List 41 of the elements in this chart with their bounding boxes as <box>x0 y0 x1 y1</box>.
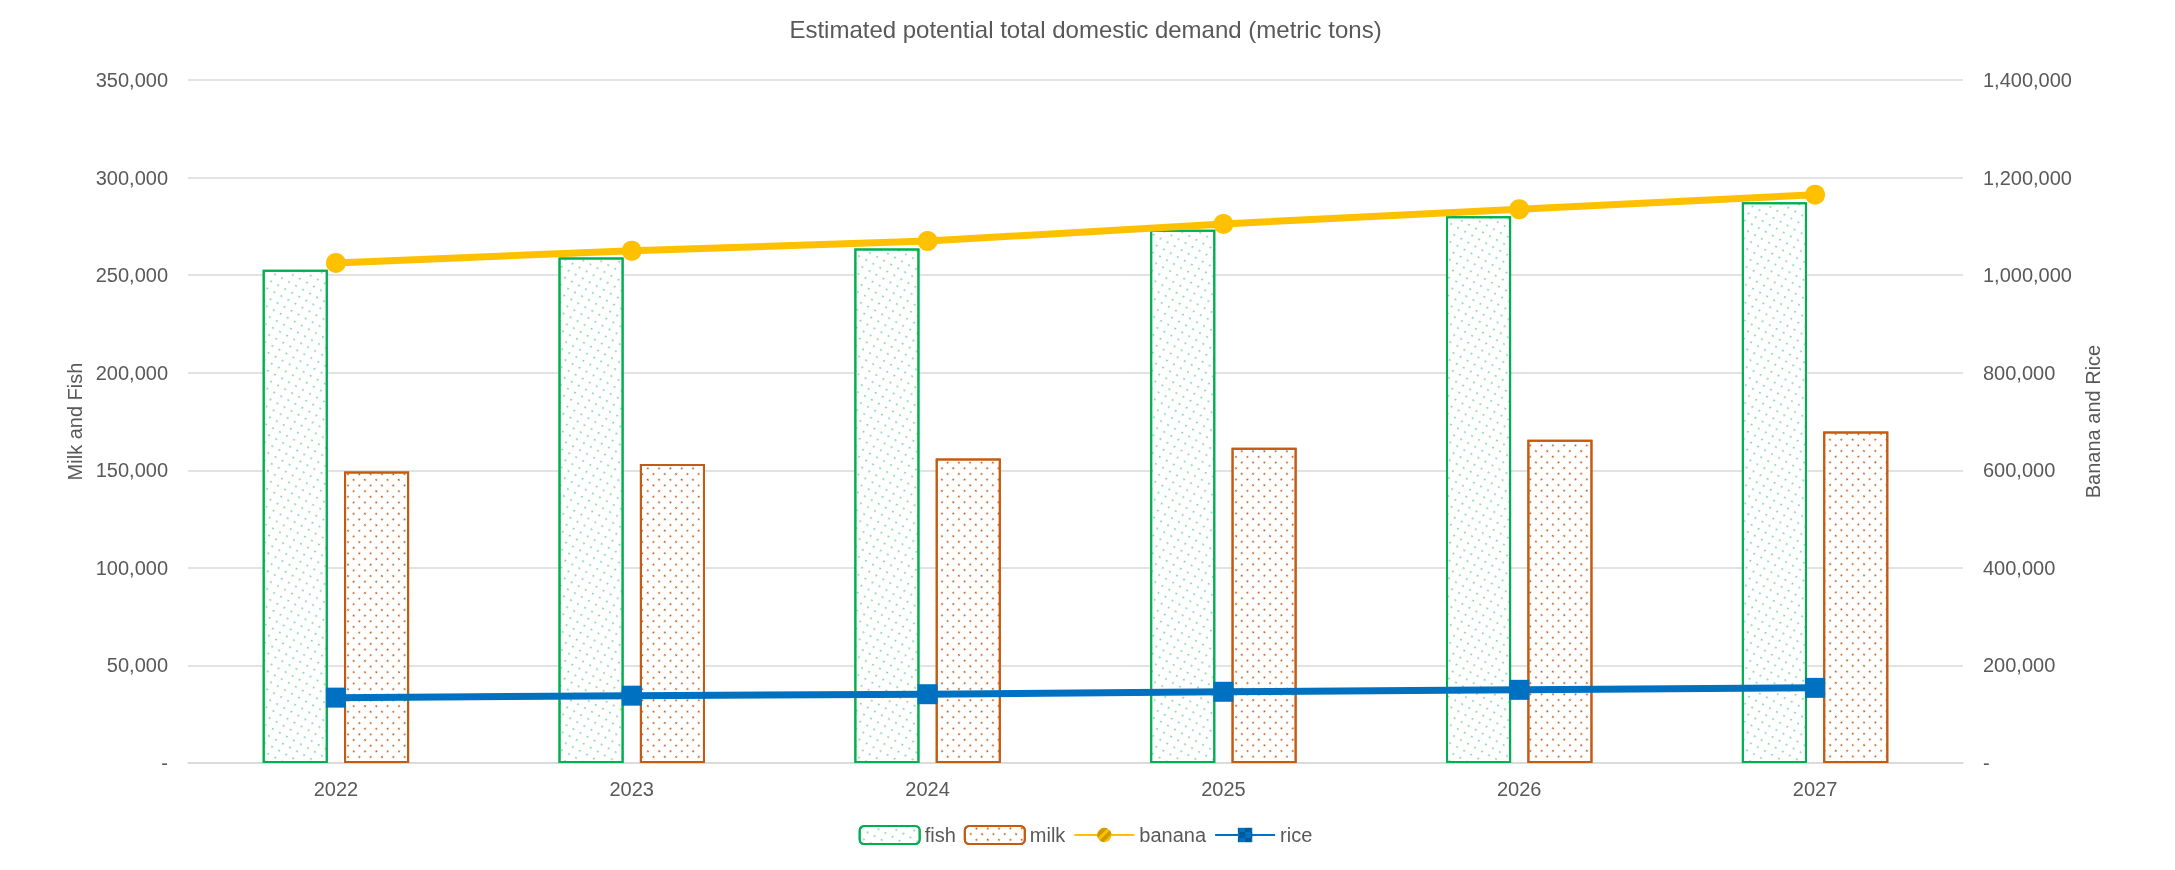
y-tick-label: 150,000 <box>95 459 168 482</box>
point <box>621 240 642 261</box>
y-tick-label: 100,000 <box>95 556 168 579</box>
x-tick-label: 2025 <box>1201 778 1246 800</box>
legend-label: rice <box>1280 824 1313 846</box>
legend-label: milk <box>1029 824 1067 846</box>
point <box>1509 199 1530 220</box>
y2-tick-label: 1,200,000 <box>1983 166 2072 189</box>
y-tick-label: - <box>161 752 168 774</box>
y2-tick-label: 1,000,000 <box>1983 264 2072 287</box>
x-tick-label: 2027 <box>1792 778 1838 800</box>
point <box>1805 677 1826 698</box>
point <box>1805 184 1826 205</box>
legend-label: fish <box>924 824 956 846</box>
y2-axis-title: Banana and Rice <box>2081 344 2104 499</box>
x-tick-label: 2026 <box>1497 778 1542 800</box>
chart-title: Estimated potential total domestic demand (metric tons) <box>789 15 1382 43</box>
y2-tick-label: - <box>1983 752 1990 774</box>
point <box>917 231 938 251</box>
point <box>1213 213 1234 234</box>
y-tick-label: 250,000 <box>95 264 168 287</box>
y2-tick-label: 600,000 <box>1983 459 2056 482</box>
y2-tick-label: 200,000 <box>1983 654 2056 677</box>
legend-label: banana <box>1139 824 1207 846</box>
point <box>1213 681 1234 702</box>
x-tick-label: 2024 <box>905 778 950 800</box>
point <box>917 684 938 705</box>
y-axis-title: Milk and Fish <box>63 362 86 481</box>
point <box>325 252 346 273</box>
y2-tick-label: 800,000 <box>1983 361 2056 384</box>
x-tick-label: 2023 <box>609 778 654 800</box>
y2-tick-label: 400,000 <box>1983 556 2056 579</box>
x-tick-label: 2022 <box>313 778 359 800</box>
point <box>621 685 642 706</box>
y2-tick-label: 1,400,000 <box>1983 69 2072 91</box>
point <box>1509 679 1530 700</box>
y-tick-label: 300,000 <box>95 166 168 189</box>
y-tick-label: 350,000 <box>95 69 168 91</box>
point <box>325 687 346 708</box>
y-tick-label: 200,000 <box>95 361 168 384</box>
y-tick-label: 50,000 <box>106 654 168 677</box>
